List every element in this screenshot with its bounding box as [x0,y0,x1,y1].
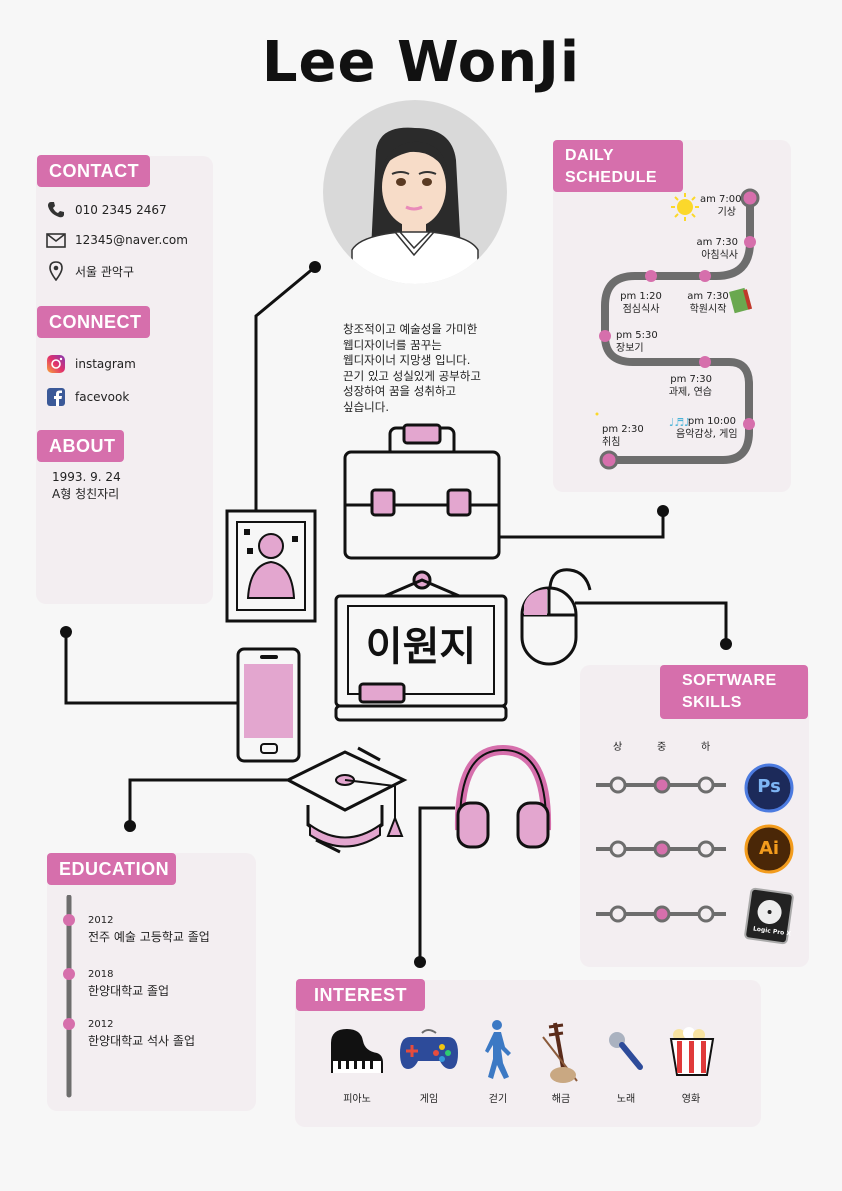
contact-panel [36,156,213,604]
schedule-item-3: am 7:30 학원시작 [687,291,729,315]
schedule-item-1: am 7:00 기상 [700,194,742,218]
about-heading: ABOUT [37,430,124,462]
schedule-item-7: pm 10:00 음악감상, 게임 [676,416,738,440]
schedule-item-6: pm 7:30 과제, 연습 [668,374,712,398]
skill-slider-ai [596,840,726,858]
daily-heading-line1: DAILY [565,147,615,164]
popcorn-icon [669,1027,715,1076]
skill-slider-ps [596,776,726,794]
interest-label: 피아노 [343,1094,371,1105]
schedule-item-8: pm 2:30 취침 [602,424,644,448]
education-panel [47,853,256,1111]
interest-icons [331,1020,715,1083]
location-pin-icon [49,261,63,281]
haegeum-icon [542,1022,578,1083]
instagram-icon[interactable] [46,354,66,374]
software-heading-line1: SOFTWARE [682,672,777,689]
music-note-icon: ♩♬♪ [669,416,691,429]
level-label-high: 상 [613,742,623,753]
headphones-illustration [454,744,552,849]
intro-line: 웹디자이너 지망생 입니다. [343,353,471,367]
laptop-sign-illustration [334,570,508,722]
facebook-icon[interactable] [46,387,66,407]
phone-icon [48,202,64,218]
photo-frame-illustration [225,509,317,623]
level-label-mid: 중 [657,742,667,753]
sun-icon [671,193,699,221]
gamepad-icon [400,1029,458,1069]
software-skills-heading: SOFTWARE SKILLS [660,665,808,719]
intro-text: 창조적이고 예술성을 가미한 웹디자이너를 꿈꾸는 웹디자이너 지망생 입니다.… [343,322,481,415]
intro-line: 창조적이고 예술성을 가미한 [343,322,478,336]
phone-illustration [236,647,301,763]
photoshop-icon [744,763,794,813]
intro-line: 끈기 있고 성실있게 공부하고 [343,368,481,383]
interest-heading: INTEREST [296,979,425,1011]
book-icon [729,287,753,314]
page-title: Lee WonJi [261,30,581,95]
level-label-low: 하 [701,742,711,753]
microphone-icon [609,1032,643,1070]
interest-label: 영화 [681,1094,701,1105]
avatar [323,100,507,284]
graduation-cap-illustration [284,746,408,854]
briefcase-illustration [343,423,501,560]
illustrator-label: Ai [758,838,780,859]
education-heading: EDUCATION [47,853,176,885]
contact-heading: CONTACT [37,155,150,187]
daily-heading-line2: SCHEDULE [565,169,658,186]
illustrator-icon [744,824,794,874]
interest-label: 노래 [616,1094,636,1105]
sign-name: 이원지 [365,624,477,670]
schedule-track: ♩♬♪ [574,188,760,470]
instagram-link[interactable]: instagram [75,357,136,371]
interest-label: 게임 [419,1094,439,1105]
skill-slider-logic [596,905,726,923]
connector-bag-schedule [500,511,665,539]
about-info: A형 청친자리 [52,487,120,501]
connector-cap-education [128,778,290,826]
interest-label: 해금 [551,1094,571,1105]
schedule-item-5: pm 5:30 장보기 [616,330,658,354]
education-item: 2012 한양대학교 석사 졸업 [88,1019,195,1048]
moon-icon [574,412,599,439]
education-item: 2018 한양대학교 졸업 [88,969,170,998]
mouse-illustration [520,568,592,666]
interest-label: 걷기 [488,1094,508,1105]
connect-heading: CONNECT [37,306,150,338]
about-birth: 1993. 9. 24 [52,470,121,484]
contact-address: 서울 관악구 [75,265,135,279]
connector-mouse-software [575,601,728,644]
walking-icon [485,1020,511,1079]
mail-icon [46,233,66,248]
photoshop-label: Ps [757,776,781,797]
svg-text:♩♬♪: ♩♬♪ [669,416,691,429]
schedule-item-4: pm 1:20 점심식사 [620,291,662,315]
piano-icon [331,1029,383,1073]
intro-line: 성장하여 꿈을 성취하고 [343,384,457,398]
software-heading-line2: SKILLS [682,694,742,711]
facebook-link[interactable]: facevook [75,390,130,404]
intro-line: 웹디자이너를 꿈꾸는 [343,337,442,352]
intro-line: 싶습니다. [343,399,389,414]
education-item: 2012 전주 예술 고등학교 졸업 [88,915,210,944]
daily-schedule-heading: DAILY SCHEDULE [553,140,683,192]
connector-phone-about [64,632,238,705]
connector-photo-avatar [254,265,316,512]
contact-phone: 010 2345 2467 [75,203,167,217]
logic-pro-icon [744,887,794,945]
schedule-item-2: am 7:30 아침식사 [696,237,738,261]
contact-email: 12345@naver.com [75,233,188,247]
skill-sliders [596,763,794,945]
connector-headphone-interest [418,806,455,962]
education-timeline [63,895,75,1098]
